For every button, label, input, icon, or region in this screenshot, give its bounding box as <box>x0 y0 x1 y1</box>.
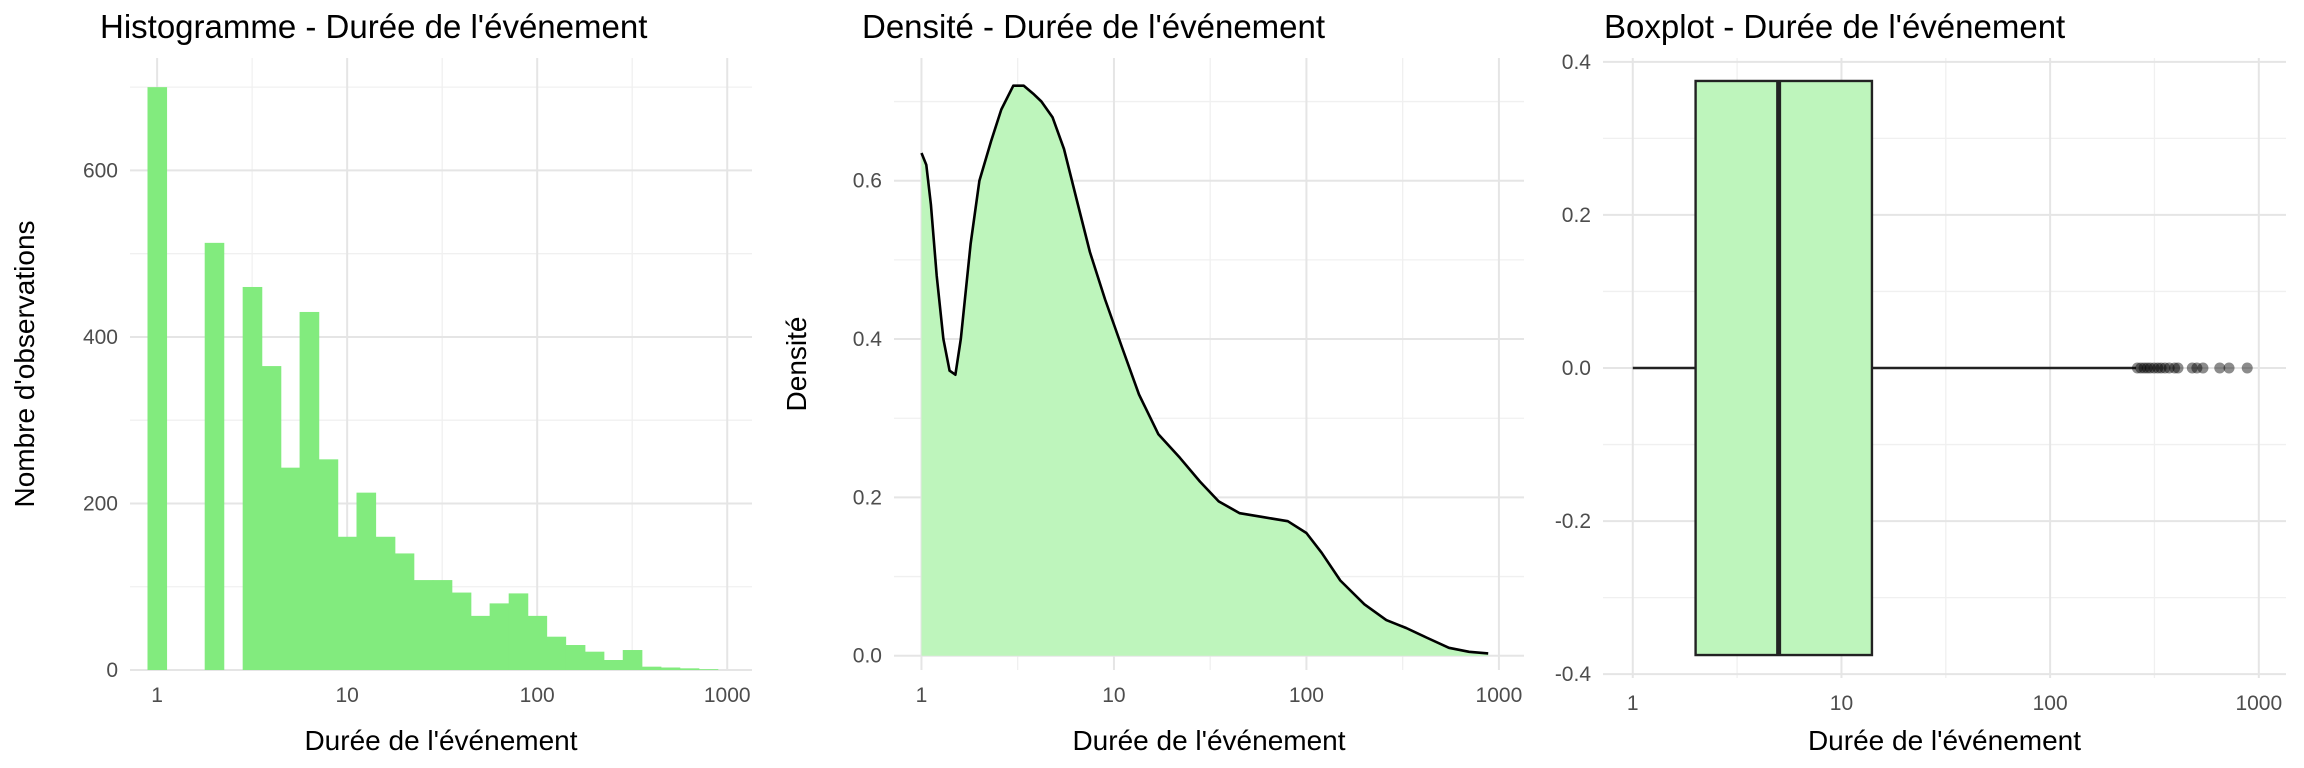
density-x-axis-title: Durée de l'événement <box>1072 725 1345 756</box>
boxplot-outlier-point <box>2223 362 2235 374</box>
density-x-tick-label: 10 <box>1102 684 1125 707</box>
boxplot-outlier-point <box>2155 362 2167 374</box>
density-title: Densité - Durée de l'événement <box>862 8 1325 45</box>
boxplot-outlier-point <box>2214 362 2226 374</box>
density-y-tick-label: 0.6 <box>853 170 882 193</box>
histogram-bar <box>394 553 415 670</box>
boxplot-panel: Boxplot - Durée de l'événement -0.4 -0.2 0.… <box>1555 8 2286 756</box>
histogram-bar <box>489 603 510 670</box>
histogram-y-tick-label: 0 <box>106 659 118 682</box>
histogram-y-tick-label: 400 <box>83 326 118 349</box>
density-panel: Densité - Durée de l'événement 0.0 0.2 0.4 0… <box>781 8 1524 756</box>
histogram-y-tick-label: 600 <box>83 159 118 182</box>
histogram-title: Histogramme - Durée de l'événement <box>100 8 647 45</box>
histogram-bar <box>546 636 567 670</box>
histogram-panel: Histogramme - Durée de l'événement 0 200 40… <box>9 8 752 756</box>
boxplot-x-axis-title: Durée de l'événement <box>1808 725 2081 756</box>
histogram-bar <box>660 667 681 670</box>
boxplot-outlier-point <box>2163 362 2175 374</box>
histogram-bar <box>147 87 168 670</box>
boxplot-title: Boxplot - Durée de l'événement <box>1604 8 2065 45</box>
histogram-x-tick-label: 1000 <box>704 684 751 707</box>
boxplot-outlier-point <box>2138 362 2150 374</box>
histogram-x-tick-label: 100 <box>520 684 555 707</box>
histogram-bar <box>432 580 453 670</box>
histogram-bar <box>622 650 643 670</box>
histogram-bar <box>242 286 263 670</box>
boxplot-x-tick-label: 100 <box>2033 692 2068 715</box>
histogram-bar <box>375 536 396 670</box>
boxplot-x-tick-label: 1 <box>1627 692 1639 715</box>
histogram-bar <box>451 592 472 670</box>
histogram-bar <box>413 580 434 670</box>
histogram-x-tick-label: 10 <box>335 684 358 707</box>
boxplot-outlier-point <box>2141 362 2153 374</box>
histogram-bar <box>679 668 700 670</box>
boxplot-y-tick-label: -0.4 <box>1555 663 1592 686</box>
histogram-bar <box>565 645 586 670</box>
boxplot-outlier-point <box>2144 362 2156 374</box>
density-area <box>921 85 1489 656</box>
density-y-tick-label: 0.2 <box>853 486 882 509</box>
histogram-bar <box>204 242 225 670</box>
boxplot-outlier-point <box>2159 362 2171 374</box>
boxplot-x-tick-label: 1000 <box>2235 692 2282 715</box>
histogram-bar <box>261 366 282 670</box>
histogram-bar <box>603 660 624 670</box>
boxplot-outlier-point <box>2131 362 2143 374</box>
histogram-y-axis-title: Nombre d'observations <box>9 220 40 507</box>
histogram-bar <box>641 666 662 670</box>
histogram-bar <box>318 459 339 670</box>
histogram-bar <box>280 467 301 670</box>
histogram-bar <box>584 651 605 670</box>
boxplot-outlier-point <box>2197 362 2209 374</box>
histogram-bar <box>337 536 358 670</box>
boxplot-box <box>1694 79 1874 657</box>
density-y-axis-title: Densité <box>781 317 812 412</box>
histogram-x-tick-label: 1 <box>151 684 163 707</box>
boxplot-outlier-point <box>2172 362 2184 374</box>
histogram-y-tick-label: 200 <box>83 492 118 515</box>
density-x-tick-label: 1000 <box>1476 684 1523 707</box>
density-y-tick-label: 0.0 <box>853 645 882 668</box>
histogram-bar <box>470 615 491 670</box>
boxplot-outlier-point <box>2169 362 2181 374</box>
density-x-tick-label: 100 <box>1289 684 1324 707</box>
histogram-bar <box>508 593 529 670</box>
boxplot-y-tick-label: 0.0 <box>1562 357 1591 380</box>
boxplot-x-tick-label: 10 <box>1830 692 1853 715</box>
density-x-tick-label: 1 <box>916 684 928 707</box>
histogram-bar <box>356 492 377 670</box>
boxplot-outlier-point <box>2241 362 2253 374</box>
boxplot-outlier-point <box>2148 362 2160 374</box>
histogram-bar <box>299 311 320 670</box>
boxplot-outlier-point <box>2186 362 2198 374</box>
histogram-bar <box>527 615 548 670</box>
histogram-x-axis-title: Durée de l'événement <box>304 725 577 756</box>
boxplot-outlier-point <box>2191 362 2203 374</box>
boxplot-y-tick-label: 0.4 <box>1562 51 1592 74</box>
boxplot-y-tick-label: 0.2 <box>1562 204 1591 227</box>
density-curve <box>920 84 1489 655</box>
histogram-bar <box>698 669 719 670</box>
boxplot-y-tick-label: -0.2 <box>1555 510 1591 533</box>
boxplot-outlier-point <box>2152 362 2164 374</box>
density-y-tick-label: 0.4 <box>853 328 883 351</box>
boxplot-outlier-point <box>2135 362 2147 374</box>
